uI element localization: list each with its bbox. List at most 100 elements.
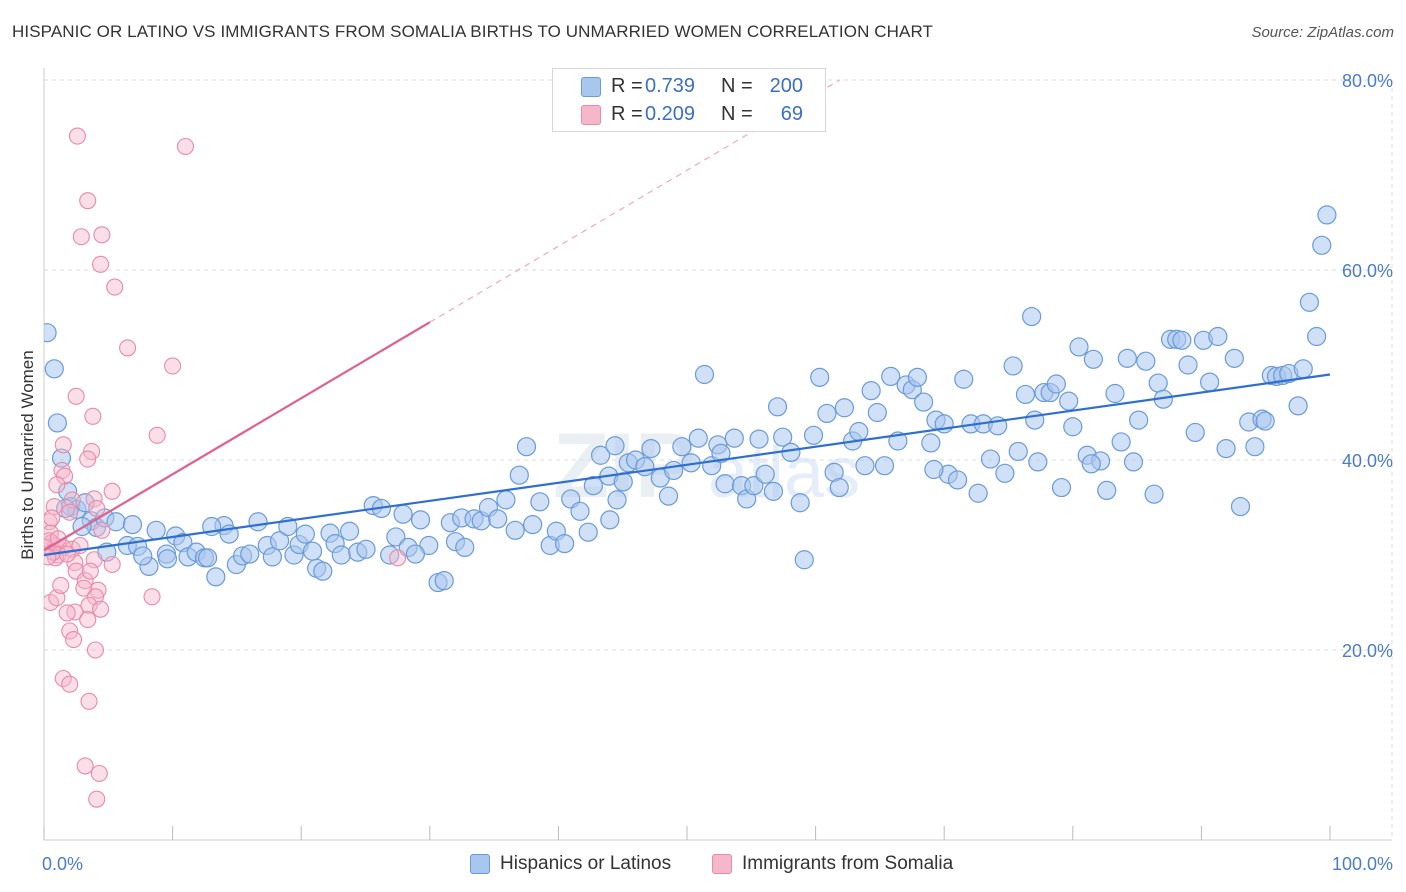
legend-swatch-blue <box>581 77 601 97</box>
hispanic-point <box>1299 292 1320 312</box>
hispanic-point <box>672 437 692 457</box>
x-tick-label: 100.0% <box>1332 854 1393 874</box>
hispanic-point <box>921 433 941 453</box>
hispanic-point <box>744 476 764 496</box>
hispanic-point <box>1028 452 1048 472</box>
hispanic-point <box>914 392 934 412</box>
hispanic-point <box>386 527 406 547</box>
correlation-legend: R = 0.739 N = 200 R = 0.209 N = 69 <box>552 68 826 132</box>
hispanic-point <box>1224 348 1244 368</box>
hispanic-point <box>570 501 590 521</box>
chart-source: Source: ZipAtlas.com <box>1251 24 1394 41</box>
hispanic-point <box>749 429 769 449</box>
y-tick-label: 40.0% <box>1342 451 1393 471</box>
hispanic-point <box>829 477 849 498</box>
hispanic-point <box>1069 337 1089 357</box>
legend-label-hispanics: Hispanics or Latinos <box>500 853 672 874</box>
legend-n-value: 69 <box>780 103 803 125</box>
hispanic-point <box>1105 383 1125 404</box>
hispanic-point <box>295 524 315 544</box>
hispanic-point <box>302 541 323 561</box>
hispanic-point <box>803 425 824 445</box>
hispanic-point <box>206 567 226 587</box>
hispanic-point <box>339 521 360 541</box>
somalia-point <box>79 611 97 629</box>
somalia-point <box>49 530 67 548</box>
somalia-point <box>84 407 102 425</box>
hispanic-point <box>488 509 508 529</box>
somalia-point <box>58 604 76 622</box>
hispanic-point <box>393 504 413 524</box>
somalia-point <box>92 255 110 273</box>
somalia-point <box>80 692 98 710</box>
hispanic-point <box>1136 351 1156 371</box>
somalia-point <box>90 764 108 783</box>
hispanic-point <box>1046 374 1066 394</box>
hispanic-point <box>767 397 788 417</box>
hispanic-point <box>590 445 611 465</box>
somalia-point <box>58 545 76 563</box>
somalia-point <box>86 641 104 659</box>
somalia-point <box>93 521 111 539</box>
hispanic-point <box>509 465 529 485</box>
hispanic-point <box>269 531 290 551</box>
hispanic-point <box>664 460 684 481</box>
somalia-point <box>44 548 57 566</box>
somalia-point <box>65 630 83 649</box>
hispanic-point <box>867 402 887 423</box>
legend-r-value: 0.209 <box>645 103 696 125</box>
hispanic-point <box>658 486 679 506</box>
somalia-point <box>61 622 79 640</box>
x-tick-label: 0.0% <box>42 854 83 874</box>
hispanic-point <box>605 436 625 456</box>
somalia-point <box>92 600 110 618</box>
series-hispanics-or-latinos <box>44 205 1337 593</box>
hispanic-point <box>1025 410 1045 430</box>
hispanic-point <box>781 442 801 462</box>
hispanic-point <box>810 367 830 387</box>
hispanic-point <box>755 464 775 484</box>
hispanic-point <box>122 514 143 535</box>
hispanic-point <box>641 439 661 459</box>
hispanic-point <box>1117 348 1137 368</box>
hispanic-point <box>1208 326 1228 347</box>
hispanic-point <box>924 459 944 480</box>
somalia-point <box>68 127 86 145</box>
legend-row-hispanics: R = 0.739 N = 200 <box>553 72 825 100</box>
hispanic-point <box>262 547 282 567</box>
hispanic-point <box>694 364 715 385</box>
hispanic-point <box>1081 454 1101 474</box>
hispanic-point <box>849 421 869 442</box>
somalia-point <box>89 581 107 599</box>
tick-labels: 20.0% 40.0% 60.0% 80.0% 0.0% 100.0% <box>42 71 1393 874</box>
somalia-point <box>85 551 103 569</box>
somalia-point <box>106 278 124 296</box>
series-immigrants-from-somalia <box>44 127 407 808</box>
somalia-point <box>103 555 121 574</box>
hispanic-point <box>1051 477 1072 498</box>
legend-n-label: N = <box>721 103 753 125</box>
somalia-point <box>143 588 161 606</box>
hispanic-point <box>419 535 439 556</box>
hispanic-point <box>47 413 67 433</box>
chart-title: HISPANIC OR LATINO VS IMMIGRANTS FROM SO… <box>12 22 934 41</box>
hispanic-point <box>1008 441 1028 462</box>
hispanic-point <box>1178 355 1198 375</box>
somalia-point <box>103 482 121 500</box>
hispanic-point <box>1022 306 1042 327</box>
somalia-point <box>61 675 79 693</box>
hispanic-point <box>516 437 537 457</box>
hispanic-point <box>523 514 543 535</box>
hispanic-point <box>1185 422 1205 443</box>
somalia-point <box>44 593 59 612</box>
hispanic-point <box>1255 411 1275 431</box>
hispanic-point <box>133 546 153 566</box>
hispanic-point <box>1317 205 1337 225</box>
hispanic-point <box>855 456 875 476</box>
somalia-point <box>79 192 97 210</box>
hispanic-point <box>1172 330 1192 350</box>
somalia-point <box>176 137 195 156</box>
hispanic-point <box>968 483 988 503</box>
hispanic-point <box>157 549 178 569</box>
somalia-point <box>72 228 90 246</box>
